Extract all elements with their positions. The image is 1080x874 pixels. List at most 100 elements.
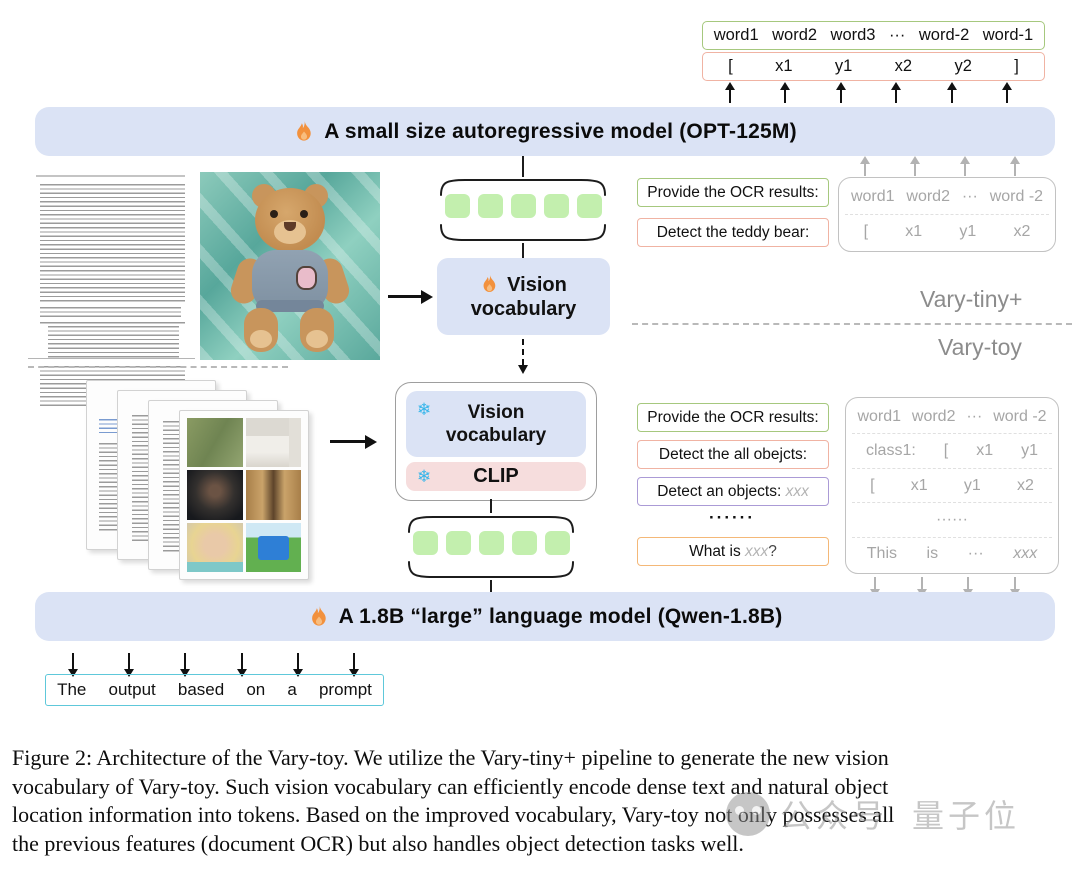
- gray-token: xxx: [1013, 545, 1038, 563]
- ellipsis-cell: ···: [888, 26, 906, 44]
- caption-line: Figure 2: Architecture of the Vary-toy. …: [12, 745, 889, 770]
- clip-box: ❄ CLIP: [406, 462, 586, 491]
- brace-bottom: [440, 224, 606, 241]
- up-arrow-icon: [860, 156, 870, 176]
- up-arrow-icon: [724, 82, 735, 103]
- prompt-ocr-upper: Provide the OCR results:: [637, 178, 829, 207]
- qwen-banner: A 1.8B “large” language model (Qwen-1.8B…: [35, 592, 1055, 641]
- qwen-banner-label: A 1.8B “large” language model (Qwen-1.8B…: [338, 604, 783, 628]
- gray-token: word1: [850, 188, 895, 205]
- vision-token: [413, 531, 438, 555]
- upper-token-table: word1 word2 ··· word -2 [ x1 y1 x2: [838, 177, 1056, 252]
- dumpster-photo-tile: [245, 522, 301, 572]
- token-table-row: [ x1 y1 x2: [852, 467, 1052, 502]
- connector-line: [490, 499, 492, 513]
- vision-token-row: [445, 194, 602, 218]
- coord-cell: ]: [1014, 57, 1019, 75]
- vision-token: [545, 531, 570, 555]
- down-arrow-icon: [68, 653, 79, 677]
- lower-token-table: word1 word2 ··· word -2 class1: [ x1 y1 …: [845, 397, 1059, 574]
- down-arrow-icon: [916, 577, 927, 597]
- vision-token: [511, 194, 536, 218]
- output-words-strip: word1 word2 word3 ··· word-2 word-1: [702, 21, 1045, 50]
- gray-token: [: [863, 223, 869, 240]
- prompt-text: ?: [768, 542, 777, 560]
- flame-icon: [297, 120, 311, 141]
- brace-top: [408, 516, 574, 533]
- prompt-variable: xxx: [745, 542, 769, 560]
- gray-token: is: [926, 545, 939, 563]
- down-arrow-icon: [870, 577, 881, 597]
- vision-token: [478, 194, 503, 218]
- prompt-what-is: What is xxx?: [637, 537, 829, 566]
- vision-vocabulary-box: Vision vocabulary: [437, 258, 610, 335]
- vision-token: [445, 194, 470, 218]
- coord-cell: y2: [954, 57, 972, 75]
- vision-token: [479, 531, 504, 555]
- lower-gray-arrows: [852, 572, 1038, 597]
- vision-token: [446, 531, 471, 555]
- output-word: a: [287, 680, 297, 699]
- bear-eye: [270, 210, 278, 218]
- gray-token: x2: [1013, 223, 1031, 240]
- prompt-variable: xxx: [785, 482, 809, 500]
- brace-top: [440, 179, 606, 196]
- bear-foot-pad: [306, 330, 328, 348]
- gray-token: word -2: [993, 407, 1047, 425]
- document-image: [28, 170, 195, 406]
- token-table-row: This is ··· xxx: [852, 536, 1052, 571]
- up-arrow-icon: [780, 82, 791, 103]
- gray-token: x2: [1016, 476, 1034, 494]
- gray-token: word1: [857, 407, 902, 425]
- watermark-name: 量子位: [912, 797, 1021, 835]
- up-arrow-icon: [946, 82, 957, 103]
- warehouse-photo-tile: [245, 470, 301, 520]
- doc-paragraph: [40, 184, 185, 302]
- prompt-ocr-lower: Provide the OCR results:: [637, 403, 829, 432]
- gray-token: This: [866, 545, 897, 563]
- right-arrow-icon: [330, 435, 377, 448]
- upper-gray-arrows: [840, 156, 1040, 176]
- gray-token: ···: [966, 407, 983, 425]
- vision-vocab-line2: vocabulary: [470, 297, 577, 320]
- bear-nose: [284, 222, 296, 231]
- gray-token: [: [870, 476, 875, 494]
- blue-dumpster: [257, 536, 289, 561]
- watermark-account: 公众号: [780, 797, 889, 835]
- gray-token: word -2: [989, 188, 1044, 205]
- gray-token: x1: [976, 442, 994, 460]
- sweater-badge: [296, 266, 317, 290]
- coord-cell: x2: [894, 57, 913, 75]
- word-cell: word2: [772, 26, 818, 44]
- token-table-row: word1 word2 ··· word -2: [852, 400, 1052, 433]
- top-output-arrows: [702, 82, 1035, 103]
- prompt-text: What is: [689, 542, 746, 560]
- frozen-vv-line2: vocabulary: [445, 425, 547, 446]
- output-word: based: [177, 680, 225, 699]
- gray-token: word2: [911, 407, 956, 425]
- woman-photo-tile: [187, 522, 243, 572]
- down-arrow-icon: [180, 653, 191, 677]
- prompt-text: Detect the all obejcts:: [658, 445, 808, 463]
- portrait-photo-tile: [187, 470, 243, 520]
- flame-icon: [483, 275, 496, 292]
- qbitai-logo-icon: [726, 792, 770, 836]
- vision-vocab-line1: Vision: [507, 273, 567, 296]
- watermark: 公众号 量子位: [726, 786, 1026, 842]
- up-arrow-icon: [1010, 156, 1020, 176]
- up-arrow-icon: [891, 82, 902, 103]
- up-arrow-icon: [960, 156, 970, 176]
- connector-line: [522, 243, 524, 258]
- gray-token: ······: [936, 510, 968, 528]
- stack-page-collage: [179, 410, 309, 580]
- token-table-row: class1: [ x1 y1: [852, 433, 1052, 467]
- frozen-module-box: ❄ Vision vocabulary ❄ CLIP: [395, 382, 597, 501]
- dashed-down-arrow-icon: [518, 339, 528, 375]
- page-stack: [86, 378, 398, 580]
- word-cell: word1: [713, 26, 759, 44]
- token-table-row: ······: [852, 502, 1052, 536]
- interior-photo-tile: [245, 418, 301, 468]
- prompt-detect-teddy: Detect the teddy bear:: [637, 218, 829, 247]
- word-cell: word-1: [982, 26, 1034, 44]
